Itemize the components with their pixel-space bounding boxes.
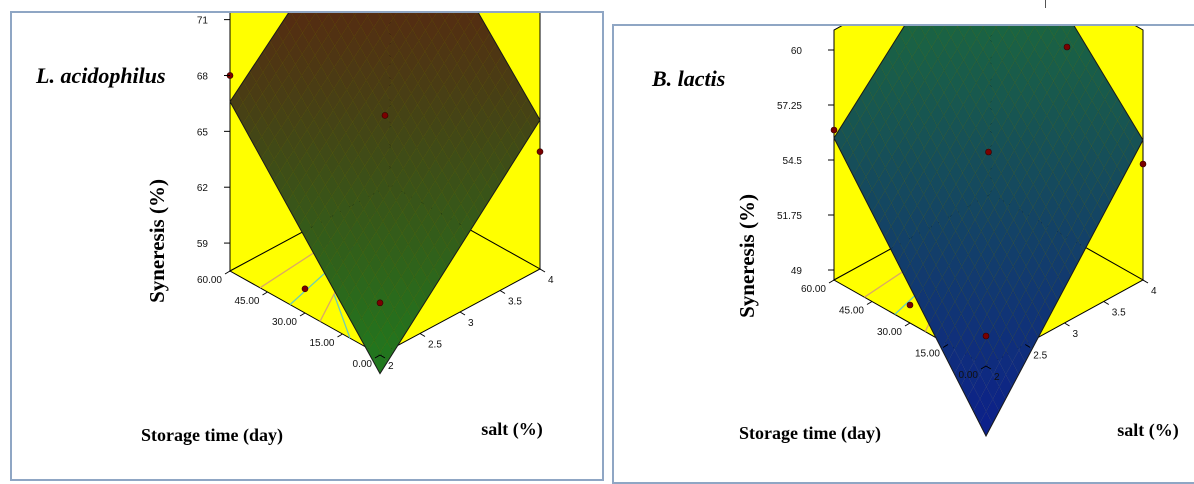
x-tick-3 bbox=[867, 302, 872, 305]
x-tick-label-4: 60.00 bbox=[197, 275, 222, 286]
design-point-2 bbox=[377, 300, 383, 306]
x-axis-label: Storage time (day) bbox=[141, 425, 283, 446]
z-axis-label: Syneresis (%) bbox=[735, 194, 759, 318]
design-point-6 bbox=[1064, 44, 1070, 50]
design-point-4 bbox=[382, 112, 388, 118]
x-tick-label-2: 30.00 bbox=[877, 327, 902, 338]
x-tick-label-0: 0.00 bbox=[959, 370, 979, 381]
x-tick-label-1: 15.00 bbox=[309, 338, 334, 349]
y-axis-label: salt (%) bbox=[1117, 420, 1179, 441]
z-axis-label: Syneresis (%) bbox=[145, 179, 169, 303]
corner-mark bbox=[1045, 0, 1046, 8]
y-tick-label-2: 3 bbox=[1073, 329, 1079, 340]
x-tick-label-0: 0.00 bbox=[353, 359, 373, 370]
design-point-5 bbox=[302, 286, 308, 292]
design-point-4 bbox=[986, 149, 992, 155]
surface-chart-b-lactis: 49 51.75 54.5 57.25 60 0.00 15.00 30.00 45.00 60.… bbox=[614, 26, 1194, 482]
y-tick-label-3: 3.5 bbox=[508, 297, 522, 308]
y-tick-label-0: 2 bbox=[388, 361, 394, 372]
y-axis-label: salt (%) bbox=[481, 419, 543, 440]
x-tick-2 bbox=[300, 313, 305, 316]
y-tick-2 bbox=[460, 312, 465, 315]
z-tick-label-4: 71 bbox=[197, 16, 209, 27]
x-tick-label-3: 45.00 bbox=[234, 296, 259, 307]
y-tick-label-0: 2 bbox=[994, 372, 1000, 383]
x-tick-1 bbox=[338, 334, 343, 337]
z-tick-label-0: 49 bbox=[791, 266, 803, 277]
x-tick-label-1: 15.00 bbox=[915, 349, 940, 360]
x-tick-label-3: 45.00 bbox=[839, 306, 864, 317]
z-tick-label-1: 62 bbox=[197, 183, 209, 194]
design-point-3 bbox=[537, 149, 543, 155]
y-tick-label-2: 3 bbox=[468, 318, 474, 329]
y-tick-4 bbox=[1143, 280, 1148, 283]
y-tick-label-4: 4 bbox=[1151, 286, 1157, 297]
design-point-2 bbox=[983, 333, 989, 339]
x-tick-label-4: 60.00 bbox=[801, 284, 826, 295]
y-tick-label-1: 2.5 bbox=[1033, 351, 1047, 362]
z-tick-label-2: 54.5 bbox=[783, 156, 803, 167]
design-point-0 bbox=[831, 127, 837, 133]
design-point-3 bbox=[1140, 161, 1146, 167]
surface-chart-l-acidophilus: 59 62 65 68 71 0.00 15.00 30.00 45.00 60.00 2 2.5 3 3… bbox=[12, 13, 602, 479]
y-tick-label-4: 4 bbox=[548, 275, 554, 286]
x-tick-label-2: 30.00 bbox=[272, 317, 297, 328]
z-tick-label-2: 65 bbox=[197, 127, 209, 138]
y-tick-3 bbox=[500, 291, 505, 294]
x-axis-label: Storage time (day) bbox=[739, 423, 881, 444]
x-tick-3 bbox=[263, 292, 268, 295]
y-tick-label-1: 2.5 bbox=[428, 340, 442, 351]
z-tick-label-1: 51.75 bbox=[777, 211, 802, 222]
z-tick-label-3: 57.25 bbox=[777, 101, 802, 112]
y-tick-2 bbox=[1065, 323, 1070, 326]
y-tick-label-3: 3.5 bbox=[1112, 308, 1126, 319]
z-tick-label-0: 59 bbox=[197, 239, 209, 250]
y-tick-3 bbox=[1104, 302, 1109, 305]
y-tick-4 bbox=[540, 269, 545, 272]
design-point-5 bbox=[907, 302, 913, 308]
x-tick-4 bbox=[829, 280, 834, 283]
z-tick-label-3: 68 bbox=[197, 71, 209, 82]
x-tick-2 bbox=[905, 323, 910, 326]
x-tick-4 bbox=[225, 271, 230, 274]
z-tick-label-4: 60 bbox=[791, 46, 803, 57]
y-tick-1 bbox=[420, 334, 425, 337]
